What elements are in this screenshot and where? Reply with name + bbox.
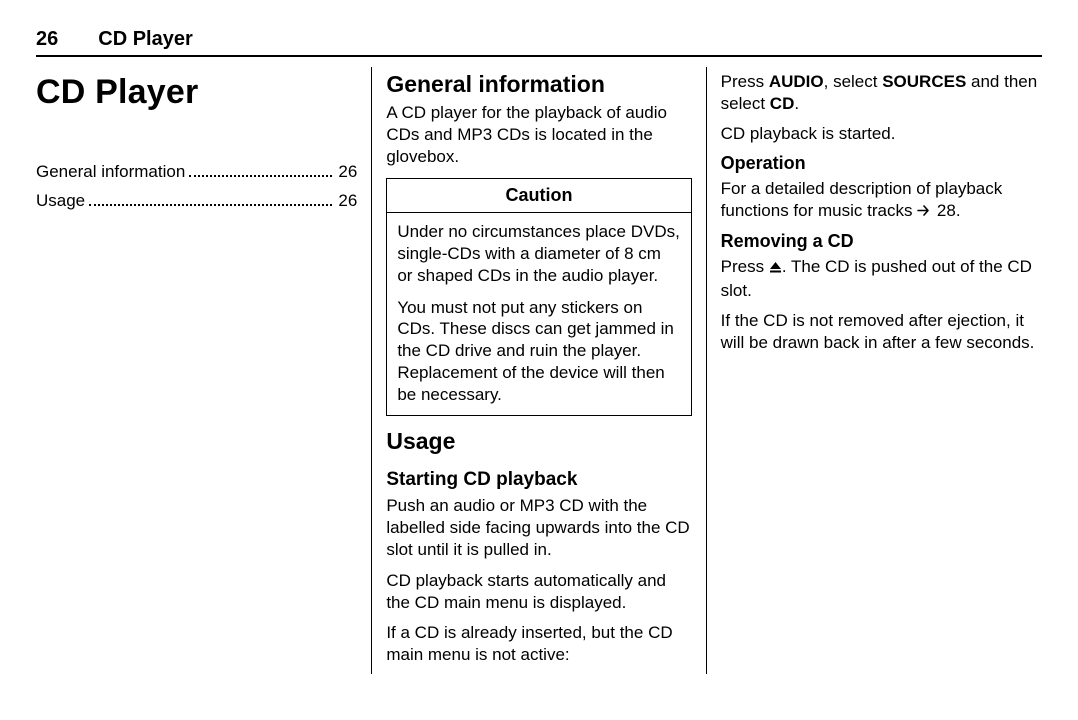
eject-icon bbox=[769, 257, 782, 279]
toc-label: General information bbox=[36, 158, 185, 187]
column-3: Press AUDIO, select SOURCES and then sel… bbox=[707, 67, 1042, 674]
text-fragment: . bbox=[794, 94, 799, 113]
toc-leader-dots bbox=[189, 163, 332, 177]
toc-label: Usage bbox=[36, 187, 85, 216]
column-2: General information A CD player for the … bbox=[371, 67, 706, 674]
toc-page-number: 26 bbox=[338, 187, 357, 216]
body-text: A CD player for the playback of audio CD… bbox=[386, 102, 691, 168]
page-number: 26 bbox=[36, 28, 58, 51]
three-column-layout: CD Player General information 26 Usage 2… bbox=[36, 67, 1042, 674]
body-text: You must not put any stickers on CDs. Th… bbox=[397, 297, 680, 406]
body-text: Press AUDIO, select SOURCES and then sel… bbox=[721, 71, 1042, 115]
heading-usage: Usage bbox=[386, 428, 691, 455]
text-fragment: . bbox=[956, 201, 961, 220]
bold-term-audio: AUDIO bbox=[769, 72, 824, 91]
cross-reference-page: 28 bbox=[937, 201, 956, 220]
chapter-title: CD Player bbox=[98, 28, 193, 51]
body-text: For a detailed description of playback f… bbox=[721, 178, 1042, 223]
column-1: CD Player General information 26 Usage 2… bbox=[36, 67, 371, 674]
body-text: Under no circumstances place DVDs, singl… bbox=[397, 221, 680, 286]
toc-row: Usage 26 bbox=[36, 187, 357, 216]
body-text: CD playback starts automatically and the… bbox=[386, 570, 691, 614]
manual-page: 26 CD Player CD Player General informati… bbox=[0, 0, 1078, 694]
page-title: CD Player bbox=[36, 73, 357, 112]
bold-term-cd: CD bbox=[770, 94, 795, 113]
toc-leader-dots bbox=[89, 192, 332, 206]
toc-page-number: 26 bbox=[338, 158, 357, 187]
toc-row: General information 26 bbox=[36, 158, 357, 187]
heading-removing-cd: Removing a CD bbox=[721, 231, 1042, 252]
body-text: Push an audio or MP3 CD with the labelle… bbox=[386, 495, 691, 561]
bold-term-sources: SOURCES bbox=[882, 72, 966, 91]
heading-operation: Operation bbox=[721, 153, 1042, 174]
caution-heading: Caution bbox=[387, 179, 690, 213]
text-fragment: , select bbox=[824, 72, 883, 91]
body-text: CD playback is started. bbox=[721, 123, 1042, 145]
caution-body: Under no circumstances place DVDs, singl… bbox=[387, 213, 690, 415]
body-text: If the CD is not removed after ejection,… bbox=[721, 310, 1042, 354]
cross-reference-icon bbox=[917, 201, 932, 223]
text-fragment: Press bbox=[721, 72, 769, 91]
body-text: If a CD is already inserted, but the CD … bbox=[386, 622, 691, 666]
caution-box: Caution Under no circumstances place DVD… bbox=[386, 178, 691, 416]
heading-starting-playback: Starting CD playback bbox=[386, 469, 691, 491]
body-text: Press . The CD is pushed out of the CD s… bbox=[721, 256, 1042, 301]
text-fragment: Press bbox=[721, 257, 769, 276]
running-head: 26 CD Player bbox=[36, 28, 1042, 57]
heading-general-information: General information bbox=[386, 71, 691, 98]
